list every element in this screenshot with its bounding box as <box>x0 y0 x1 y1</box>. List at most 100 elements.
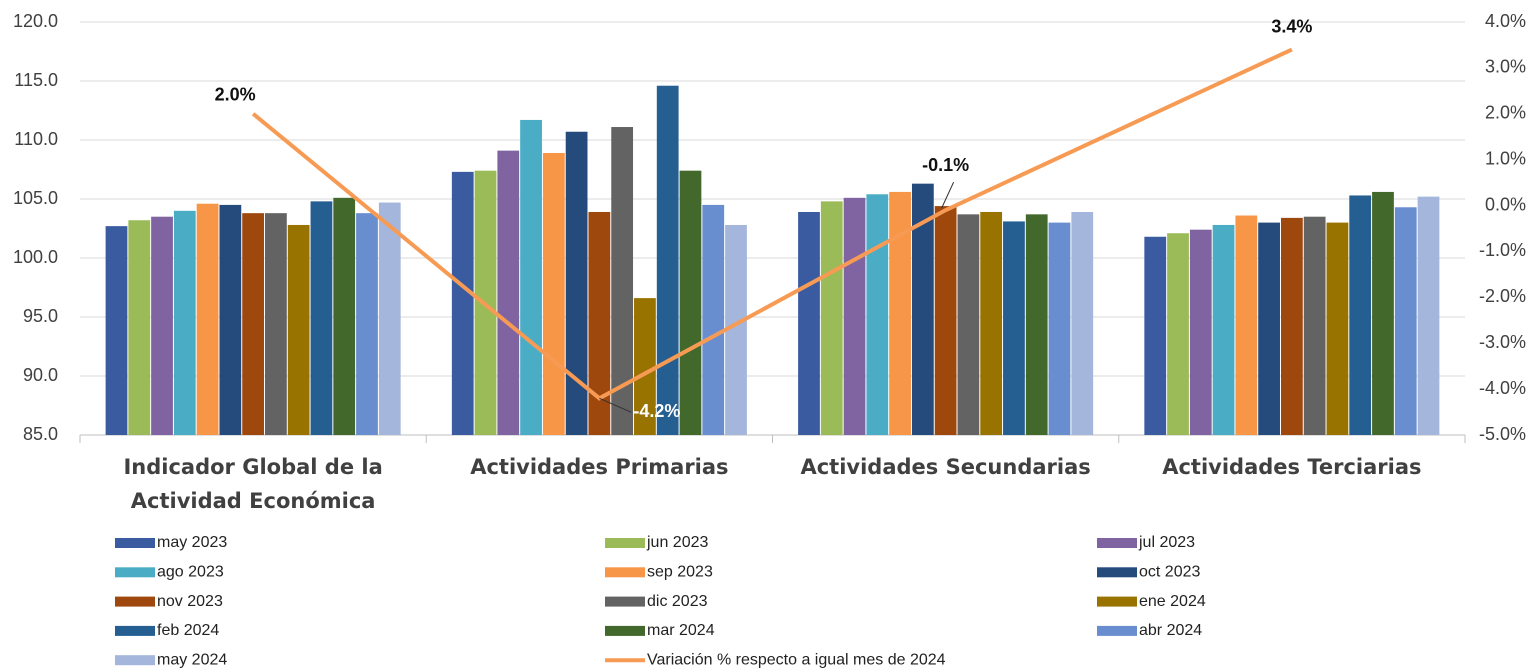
legend-swatch <box>605 596 645 607</box>
bar <box>911 183 934 435</box>
y2-tick-label: 1.0% <box>1485 148 1526 168</box>
legend-label: Variación % respecto a igual mes de 2024 <box>647 651 946 668</box>
y2-tick-label: -1.0% <box>1479 240 1526 260</box>
bar <box>1167 233 1189 435</box>
bar <box>1144 236 1167 435</box>
bar <box>866 194 889 435</box>
bar <box>798 211 820 435</box>
leader-line <box>599 397 632 413</box>
bar <box>128 220 151 435</box>
bar <box>1258 222 1280 435</box>
y2-tick-label: -4.0% <box>1479 378 1526 398</box>
bar <box>1280 217 1303 435</box>
bar <box>843 197 866 435</box>
x-tick-label: Actividades Primarias <box>470 455 729 479</box>
legend-swatch <box>1097 538 1137 548</box>
legend-label: abr 2024 <box>1139 622 1202 639</box>
bar <box>1326 222 1349 435</box>
y-tick-label: 100.0 <box>13 247 58 267</box>
legend-swatch <box>115 538 155 548</box>
bar <box>957 214 980 435</box>
bar <box>1349 195 1372 435</box>
y2-tick-label: -5.0% <box>1479 424 1526 444</box>
bar <box>611 127 634 436</box>
bar <box>820 201 843 435</box>
bar <box>1372 191 1394 435</box>
y2-tick-label: 4.0% <box>1485 11 1526 31</box>
legend-swatch <box>1097 596 1137 607</box>
bar <box>1212 224 1235 435</box>
data-label: 2.0% <box>215 85 256 105</box>
y-tick-label: 115.0 <box>14 70 58 90</box>
data-label: -4.2% <box>633 401 680 421</box>
legend-label: ago 2023 <box>157 564 224 581</box>
data-label: -0.1% <box>922 155 969 175</box>
legend-swatch <box>115 655 155 666</box>
legend-swatch <box>1097 625 1137 636</box>
bar <box>378 202 401 435</box>
legend-label: oct 2023 <box>1139 564 1200 581</box>
bar <box>679 170 702 435</box>
leader-line <box>941 181 955 209</box>
legend-swatch <box>605 625 645 636</box>
legend-swatch <box>605 538 645 548</box>
bar <box>1394 207 1417 435</box>
x-tick-label: Actividades Secundarias <box>800 455 1091 479</box>
line <box>251 47 1293 401</box>
bar <box>242 213 265 435</box>
y-tick-label: 95.0 <box>23 306 58 326</box>
bar <box>451 171 474 436</box>
bar <box>333 197 356 435</box>
legend-label: jul 2023 <box>1138 534 1195 551</box>
bar <box>310 201 333 435</box>
legend-label: nov 2023 <box>157 593 223 610</box>
bar <box>1048 222 1071 435</box>
legend-swatch <box>115 596 155 607</box>
y-tick-label: 110.0 <box>14 129 58 149</box>
bar <box>1189 229 1212 435</box>
bar <box>497 150 520 435</box>
bar <box>356 213 378 435</box>
bar <box>565 131 588 436</box>
bar <box>196 203 219 435</box>
bar <box>934 206 957 435</box>
y-tick-label: 105.0 <box>13 188 58 208</box>
bar <box>634 298 656 435</box>
x-tick-label-box: Actividades Primarias <box>470 455 729 479</box>
bar <box>1417 196 1440 435</box>
y2-tick-label: 3.0% <box>1485 57 1526 77</box>
bar <box>105 226 128 435</box>
bar <box>1303 216 1326 435</box>
bar <box>980 211 1003 435</box>
x-tick-label: Actividades Terciarias <box>1162 455 1422 479</box>
bar <box>265 213 287 435</box>
y2-tick-label: -3.0% <box>1479 332 1526 352</box>
y2-tick-label: 0.0% <box>1485 194 1526 214</box>
bar <box>1235 215 1258 435</box>
x-tick-label: Indicador Global de la Actividad Económi… <box>123 455 383 513</box>
legend-swatch <box>1097 567 1137 578</box>
bar <box>1003 221 1025 435</box>
y-tick-label: 120.0 <box>13 11 58 31</box>
bar <box>656 85 679 435</box>
legend-label: feb 2024 <box>157 622 219 639</box>
x-tick-label-box: Indicador Global de la Actividad Económi… <box>123 455 383 513</box>
legend-swatch <box>115 567 155 578</box>
y-tick-label: 85.0 <box>23 424 58 444</box>
x-tick-label-box: Actividades Secundarias <box>800 455 1091 479</box>
legend-label: jun 2023 <box>646 534 708 551</box>
legend-label: mar 2024 <box>647 622 715 639</box>
legend-label: ene 2024 <box>1139 593 1206 610</box>
bar <box>725 224 747 435</box>
x-tick-label-box: Actividades Terciarias <box>1162 455 1422 479</box>
legend-label: dic 2023 <box>647 593 708 610</box>
y2-tick-label: 2.0% <box>1485 103 1526 123</box>
bar <box>1071 211 1094 435</box>
data-label: 3.4% <box>1271 16 1312 36</box>
legend-label: may 2023 <box>157 534 227 551</box>
bar <box>219 204 242 435</box>
y-tick-label: 90.0 <box>23 365 58 385</box>
legend-label: sep 2023 <box>647 564 713 581</box>
legend-swatch <box>115 625 155 636</box>
